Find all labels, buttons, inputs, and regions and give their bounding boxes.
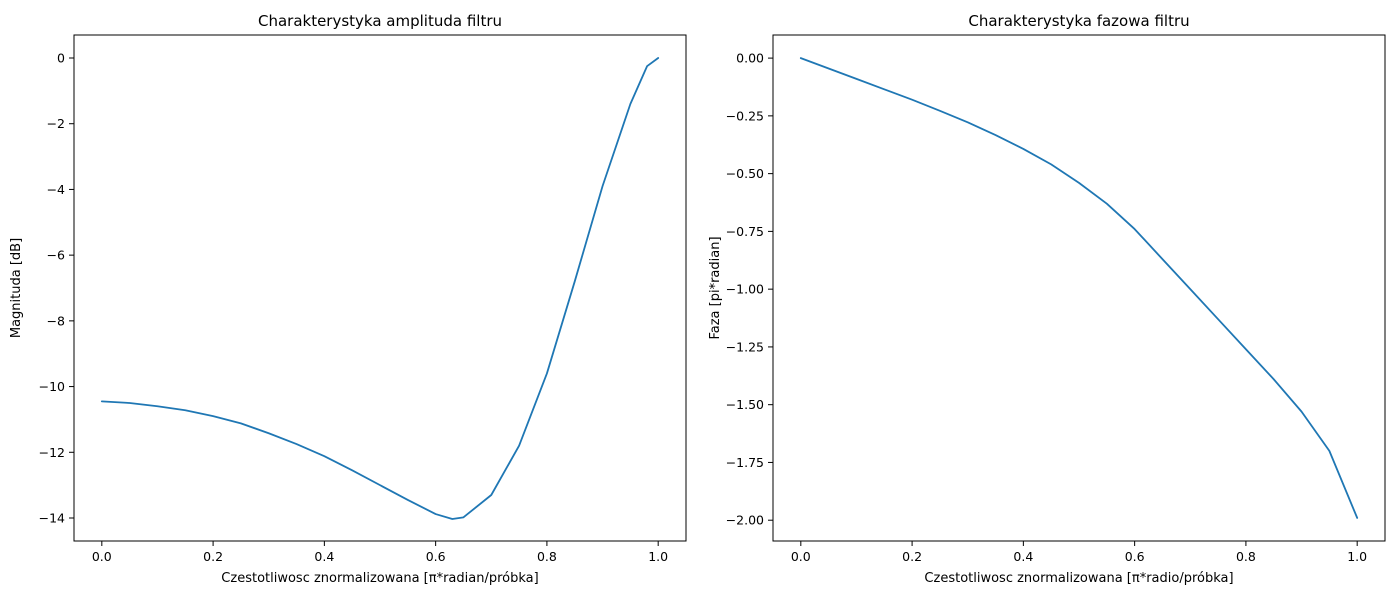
phase-x-tick-label: 0.4 xyxy=(1013,549,1033,564)
amplitude-y-tick-label: −2 xyxy=(47,116,65,131)
amplitude-x-tick-label: 0.4 xyxy=(314,549,334,564)
phase-y-tick-label: −2.00 xyxy=(726,513,764,528)
amplitude-y-tick-label: −12 xyxy=(39,445,65,460)
phase-x-tick-label: 0.2 xyxy=(902,549,922,564)
phase-y-tick-label: −1.25 xyxy=(726,339,764,354)
phase-x-tick-label: 1.0 xyxy=(1347,549,1367,564)
phase-chart-title: Charakterystyka fazowa filtru xyxy=(968,12,1189,30)
amplitude-chart-title: Charakterystyka amplituda filtru xyxy=(258,12,502,30)
phase-plot-frame xyxy=(772,34,1386,542)
phase-y-tick-label: −0.75 xyxy=(726,224,764,239)
amplitude-y-axis-label: Magnituda [dB] xyxy=(9,238,24,338)
amplitude-x-tick-label: 0.8 xyxy=(537,549,557,564)
amplitude-y-tick-label: −8 xyxy=(47,313,65,328)
phase-x-tick-label: 0.0 xyxy=(791,549,811,564)
amplitude-x-tick-label: 0.6 xyxy=(426,549,446,564)
phase-chart: 0.0 0.2 0.4 0.6 0.8 1.0 0.00 −0.25 −0.50 −0.75 −1.… xyxy=(708,12,1386,586)
phase-y-tick-label: −1.75 xyxy=(726,455,764,470)
phase-y-tick-label: −0.25 xyxy=(726,108,764,123)
phase-x-tick-label: 0.6 xyxy=(1125,549,1145,564)
amplitude-chart: 0.0 0.2 0.4 0.6 0.8 1.0 0 −2 −4 −6 −8 −10 −12 −14 Char… xyxy=(9,12,687,586)
amplitude-y-tick-label: −14 xyxy=(39,511,65,526)
amplitude-y-tick-label: −4 xyxy=(47,182,65,197)
phase-y-tick-label: −1.50 xyxy=(726,397,764,412)
amplitude-x-tick-label: 0.0 xyxy=(92,549,112,564)
amplitude-plot-frame xyxy=(73,34,687,542)
amplitude-x-axis-label: Czestotliwosc znormalizowana [π*radian/p… xyxy=(221,571,538,586)
phase-y-axis-label: Faza [pi*radian] xyxy=(708,236,723,339)
phase-series-line xyxy=(799,57,1359,519)
phase-y-tick-label: −0.50 xyxy=(726,166,764,181)
amplitude-series-line xyxy=(100,57,660,520)
phase-y-tick-label: −1.00 xyxy=(726,282,764,297)
phase-y-tick-label: 0.00 xyxy=(736,51,764,66)
amplitude-y-tick-label: −10 xyxy=(39,379,65,394)
amplitude-x-tick-label: 0.2 xyxy=(203,549,223,564)
phase-x-tick-label: 0.8 xyxy=(1236,549,1256,564)
amplitude-y-tick-label: 0 xyxy=(57,51,65,66)
amplitude-x-tick-label: 1.0 xyxy=(648,549,668,564)
phase-x-axis-label: Czestotliwosc znormalizowana [π*radio/pr… xyxy=(924,571,1233,586)
amplitude-y-tick-label: −6 xyxy=(47,248,65,263)
